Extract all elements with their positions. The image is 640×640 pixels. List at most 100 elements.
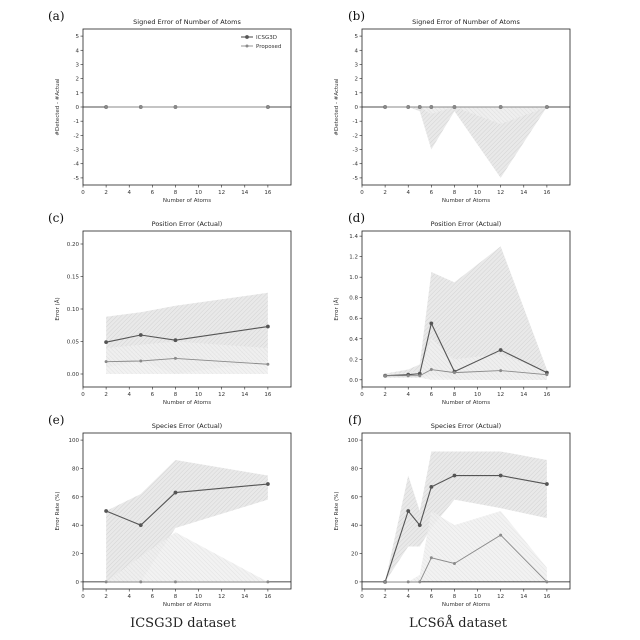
panel-label: (d) (348, 211, 365, 225)
chart-title: Position Error (Actual) (431, 220, 502, 228)
chart-title: Signed Error of Number of Atoms (412, 18, 520, 26)
x-tick-label: 14 (520, 594, 527, 600)
data-point-series-2 (499, 534, 502, 537)
y-tick-label: 20 (72, 552, 79, 558)
legend-entry: Proposed (256, 44, 281, 50)
data-point-series-2 (545, 580, 548, 583)
caption-left: ICSG3D dataset (130, 616, 237, 631)
x-tick-label: 4 (406, 392, 410, 398)
y-axis-label: Error Rate (%) (55, 491, 61, 530)
y-tick-label: 60 (351, 495, 358, 501)
x-tick-label: 14 (520, 392, 527, 398)
x-tick-label: 16 (264, 392, 271, 398)
panel-f: (f)Species Error (Actual)024681012141602… (334, 413, 570, 608)
y-tick-label: 4 (355, 48, 359, 54)
data-point-series-2 (105, 580, 108, 583)
x-tick-label: 12 (218, 594, 225, 600)
data-point-series-2 (545, 373, 548, 376)
panel-c: (c)Position Error (Actual)02468101214160… (48, 211, 291, 406)
data-point-series-2 (266, 106, 269, 109)
panel-label: (e) (48, 413, 64, 427)
y-tick-label: -1 (74, 119, 79, 125)
y-tick-label: -3 (74, 148, 80, 154)
y-tick-label: 3 (76, 62, 80, 68)
y-axis-label: Error Rate (%) (334, 491, 340, 530)
data-point-series-1 (406, 509, 410, 513)
x-tick-label: 6 (151, 594, 155, 600)
x-axis-label: Number of Atoms (163, 198, 211, 204)
panel-d: (d)Position Error (Actual)02468101214160… (333, 211, 570, 406)
data-point-series-2 (418, 374, 421, 377)
y-tick-label: -5 (74, 176, 80, 182)
y-tick-label: 0.15 (67, 275, 80, 281)
data-point-series-1 (499, 474, 503, 478)
x-tick-label: 0 (81, 392, 85, 398)
x-tick-label: 10 (474, 190, 481, 196)
data-point-series-1 (104, 340, 108, 344)
data-point-series-1 (418, 523, 422, 527)
y-tick-label: 80 (72, 466, 79, 472)
error-band-series-1 (385, 107, 547, 178)
data-point-series-1 (139, 333, 143, 337)
y-tick-label: 5 (76, 34, 80, 40)
data-point-series-2 (453, 562, 456, 565)
caption-right: LCS6Å dataset (409, 615, 508, 631)
x-tick-label: 14 (241, 190, 248, 196)
data-point-series-1 (266, 325, 270, 329)
chart-title: Position Error (Actual) (152, 220, 223, 228)
x-tick-label: 8 (174, 594, 178, 600)
x-tick-label: 4 (406, 190, 410, 196)
x-tick-label: 16 (543, 594, 550, 600)
x-tick-label: 10 (474, 594, 481, 600)
y-tick-label: 40 (72, 523, 79, 529)
y-tick-label: -3 (353, 148, 359, 154)
data-point-series-2 (139, 106, 142, 109)
panel-b: (b)Signed Error of Number of Atoms024681… (334, 9, 570, 204)
y-tick-label: 0.2 (349, 357, 358, 363)
data-point-series-2 (430, 106, 433, 109)
x-tick-label: 4 (127, 392, 131, 398)
data-point-series-2 (407, 374, 410, 377)
error-band-series-2 (106, 342, 268, 375)
y-tick-label: 1.0 (349, 275, 358, 281)
data-point-series-2 (174, 357, 177, 360)
x-tick-label: 4 (406, 594, 410, 600)
y-tick-label: 80 (351, 466, 358, 472)
data-point-series-2 (139, 360, 142, 363)
x-tick-label: 4 (127, 594, 131, 600)
x-tick-label: 16 (543, 392, 550, 398)
y-tick-label: 0 (355, 105, 359, 111)
x-tick-label: 6 (151, 392, 155, 398)
y-tick-label: 100 (348, 438, 359, 444)
x-tick-label: 12 (218, 190, 225, 196)
y-tick-label: 2 (76, 77, 80, 83)
x-tick-label: 2 (383, 190, 387, 196)
data-point-series-1 (174, 338, 178, 342)
y-tick-label: 0.10 (67, 307, 80, 313)
data-point-series-2 (453, 371, 456, 374)
y-tick-label: 0.00 (67, 372, 80, 378)
data-point-series-2 (384, 374, 387, 377)
x-tick-label: 14 (520, 190, 527, 196)
data-point-series-2 (139, 580, 142, 583)
y-tick-label: 1.4 (349, 234, 358, 240)
y-tick-label: 40 (351, 523, 358, 529)
x-tick-label: 16 (264, 190, 271, 196)
data-point-series-2 (105, 106, 108, 109)
y-tick-label: 20 (351, 552, 358, 558)
x-tick-label: 12 (218, 392, 225, 398)
x-tick-label: 12 (497, 392, 504, 398)
legend-entry: ICSG3D (256, 35, 277, 41)
x-tick-label: 2 (104, 190, 108, 196)
x-tick-label: 2 (383, 594, 387, 600)
x-tick-label: 2 (104, 594, 108, 600)
data-point-series-1 (266, 482, 270, 486)
y-tick-label: -5 (353, 176, 359, 182)
y-tick-label: -4 (74, 162, 80, 168)
x-tick-label: 12 (497, 190, 504, 196)
y-tick-label: 1 (355, 91, 359, 97)
y-tick-label: 0.6 (349, 316, 358, 322)
y-axis-label: #Detected - #Actual (334, 78, 340, 136)
y-tick-label: 0.05 (67, 340, 80, 346)
x-tick-label: 0 (360, 392, 364, 398)
